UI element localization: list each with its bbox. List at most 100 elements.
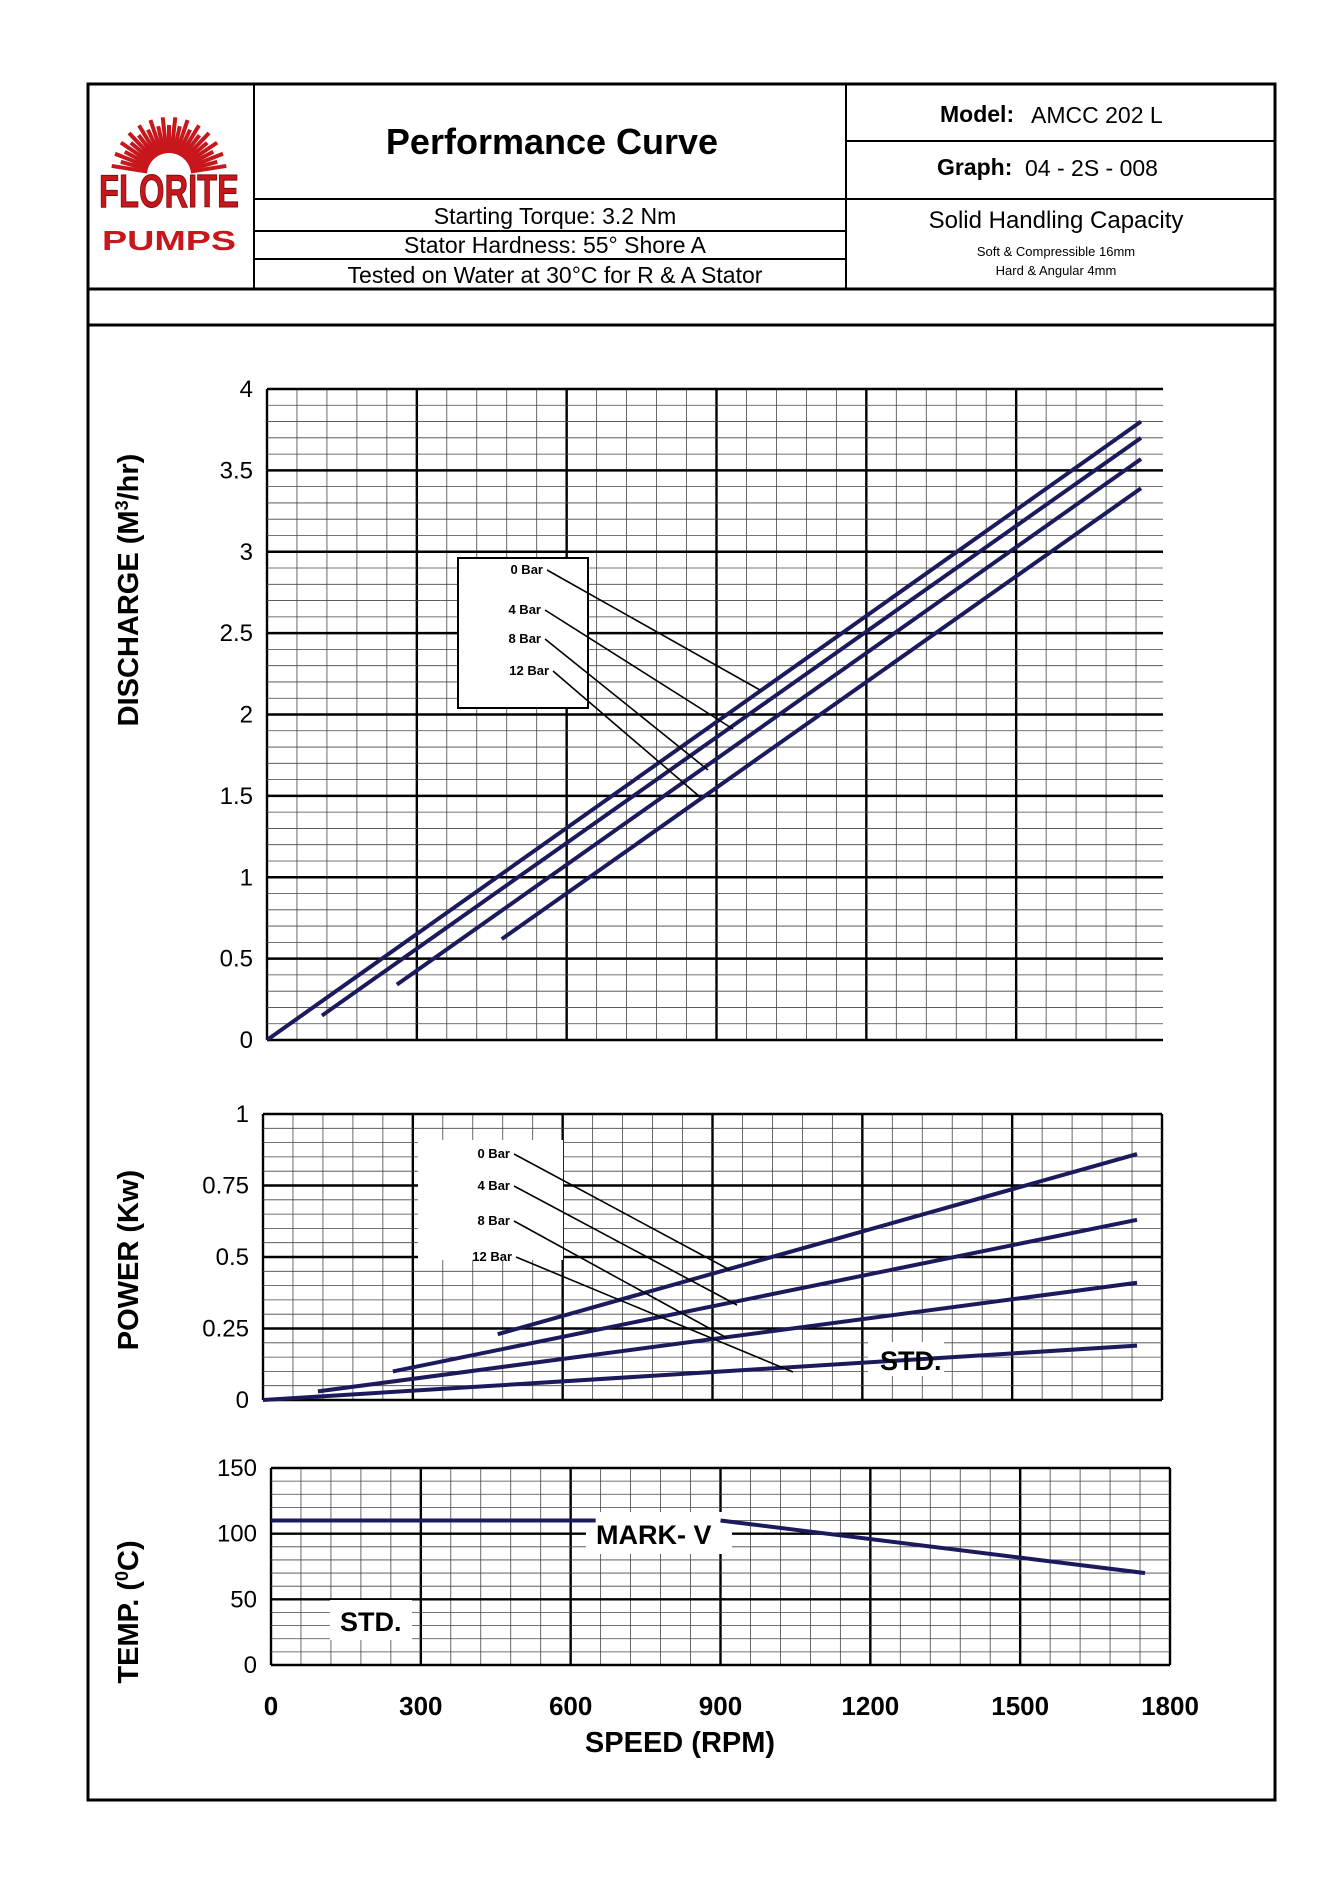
y-tick-label: 1 bbox=[240, 864, 253, 891]
brand-logo: FLORITE PUMPS bbox=[99, 117, 240, 256]
page-border bbox=[86, 82, 1277, 1802]
sun-ray bbox=[178, 124, 201, 158]
discharge-ylabel-main: DISCHARGE (M bbox=[113, 510, 145, 726]
sun-ray bbox=[148, 119, 164, 155]
sunburst-icon bbox=[111, 117, 227, 174]
sun-ray bbox=[169, 117, 178, 154]
annotation-label: MARK- V bbox=[596, 1520, 712, 1550]
x-tick-label: 300 bbox=[399, 1691, 442, 1721]
temp-ylabel-sup: 0 bbox=[112, 1571, 132, 1581]
page-title: Performance Curve bbox=[386, 121, 718, 162]
sun-ray bbox=[120, 159, 149, 172]
sun-ray bbox=[182, 131, 211, 161]
legend-leader bbox=[513, 1153, 731, 1271]
y-tick-label: 150 bbox=[217, 1455, 257, 1482]
legend-leader bbox=[513, 1185, 738, 1306]
sun-ray bbox=[184, 141, 209, 163]
sun-ray bbox=[186, 140, 219, 165]
y-tick-label: 0 bbox=[244, 1652, 257, 1679]
legend-label: 12 Bar bbox=[509, 663, 549, 678]
y-tick-label: 0.25 bbox=[202, 1316, 249, 1343]
std-mask bbox=[330, 1600, 412, 1640]
x-tick-label: 1500 bbox=[991, 1691, 1049, 1721]
sun-ray bbox=[119, 140, 152, 165]
stator-hardness: Stator Hardness: 55° Shore A bbox=[404, 232, 707, 258]
x-tick-label: 900 bbox=[699, 1691, 742, 1721]
series-line bbox=[262, 1343, 1138, 1402]
sun-ray bbox=[190, 163, 227, 174]
sun-ray bbox=[127, 131, 156, 161]
series-line bbox=[497, 1152, 1138, 1337]
annotation-label: STD. bbox=[340, 1607, 402, 1637]
x-tick-label: 600 bbox=[549, 1691, 592, 1721]
y-tick-label: 50 bbox=[230, 1586, 257, 1613]
model-label: Model: bbox=[940, 101, 1014, 127]
sun-ray bbox=[123, 149, 151, 167]
power-chart: 0 0.25 0.5 0.75 1 0 Bar 4 Bar 8 Bar 12 Bar STD. bbox=[202, 1101, 1164, 1414]
sun-ray bbox=[114, 151, 150, 169]
y-tick-label: 0 bbox=[236, 1387, 249, 1414]
x-tick-label: 1800 bbox=[1141, 1691, 1199, 1721]
discharge-chart: 0 0.5 1 1.5 2 2.5 3 3.5 4 0 Bar 4 Bar 8 Bar 12 Bar bbox=[220, 376, 1163, 1054]
sun-ray bbox=[137, 124, 160, 158]
sun-ray bbox=[146, 128, 162, 156]
legend-leader bbox=[515, 1256, 794, 1373]
y-tick-label: 1 bbox=[236, 1101, 249, 1128]
discharge-ylabel-sup: 3 bbox=[112, 500, 132, 510]
legend-label: 8 Bar bbox=[508, 631, 541, 646]
temperature-chart: 0 50 100 150 MARK- V STD. 0 300 600 900 1200 1500 18… bbox=[217, 1455, 1199, 1721]
y-tick-label: 3 bbox=[240, 539, 253, 566]
y-tick-label: 0.5 bbox=[220, 946, 253, 973]
legend-label: 4 Bar bbox=[508, 602, 541, 617]
series-line bbox=[317, 1280, 1138, 1394]
series-line bbox=[392, 1217, 1138, 1374]
temp-ylabel-end: C) bbox=[113, 1540, 145, 1571]
tested-on: Tested on Water at 30°C for R & A Stator bbox=[348, 262, 763, 288]
sun-ray bbox=[156, 125, 167, 154]
sun-ray bbox=[171, 125, 182, 154]
y-tick-label: 2 bbox=[240, 702, 253, 729]
graph-label: Graph: bbox=[937, 154, 1012, 180]
y-tick-label: 4 bbox=[240, 376, 253, 403]
sun-ray bbox=[188, 151, 224, 169]
solid-soft: Soft & Compressible 16mm bbox=[977, 244, 1135, 259]
legend-label: 12 Bar bbox=[472, 1249, 512, 1264]
series-line bbox=[500, 486, 1143, 941]
sun-ray bbox=[137, 134, 158, 159]
solid-hard: Hard & Angular 4mm bbox=[996, 263, 1117, 278]
sun-ray bbox=[180, 134, 201, 159]
brand-bottom-text: PUMPS bbox=[102, 225, 236, 256]
discharge-ylabel-end: /hr) bbox=[113, 454, 145, 501]
sun-ray bbox=[176, 128, 192, 156]
sun-ray bbox=[129, 141, 154, 163]
series-line bbox=[265, 419, 1143, 1042]
x-tick-label: 0 bbox=[264, 1691, 278, 1721]
discharge-ylabel: DISCHARGE (M3/hr) bbox=[112, 454, 145, 727]
y-tick-label: 2.5 bbox=[220, 620, 253, 647]
legend-label: 8 Bar bbox=[477, 1213, 510, 1228]
sun-ray bbox=[174, 119, 190, 155]
sun-ray bbox=[111, 163, 148, 174]
y-tick-label: 0.5 bbox=[216, 1244, 249, 1271]
y-tick-label: 3.5 bbox=[220, 457, 253, 484]
y-tick-label: 0.75 bbox=[202, 1173, 249, 1200]
y-tick-label: 1.5 bbox=[220, 783, 253, 810]
series-line bbox=[395, 457, 1143, 987]
temp-ylabel-main: TEMP. ( bbox=[113, 1581, 145, 1684]
series-line bbox=[720, 1518, 1146, 1576]
starting-torque: Starting Torque: 3.2 Nm bbox=[434, 203, 676, 229]
sun-ray bbox=[160, 117, 169, 154]
model-value: AMCC 202 L bbox=[1031, 102, 1163, 128]
legend-label: 4 Bar bbox=[477, 1178, 510, 1193]
annotation-label: STD. bbox=[880, 1346, 942, 1376]
legend-leader bbox=[544, 609, 734, 730]
solid-handling-title: Solid Handling Capacity bbox=[929, 207, 1184, 234]
speed-xlabel: SPEED (RPM) bbox=[585, 1727, 775, 1759]
mark-mask bbox=[586, 1512, 732, 1554]
sun-ray bbox=[187, 149, 215, 167]
legend-leader bbox=[513, 1220, 728, 1339]
legend-leader bbox=[544, 638, 709, 771]
x-tick-label: 1200 bbox=[841, 1691, 899, 1721]
legend-label: 0 Bar bbox=[510, 562, 543, 577]
